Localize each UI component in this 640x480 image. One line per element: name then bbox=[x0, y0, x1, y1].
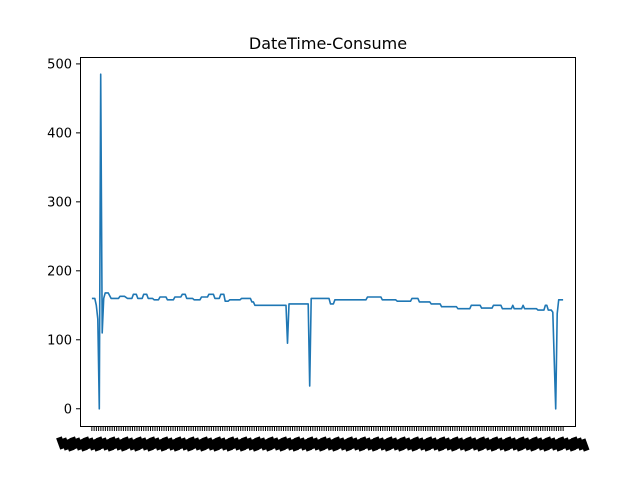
x-tick-label bbox=[64, 438, 75, 452]
y-tick-label: 0 bbox=[64, 402, 72, 417]
x-tick-label bbox=[421, 438, 432, 452]
x-tick-label bbox=[487, 438, 498, 452]
x-tick-label bbox=[315, 438, 326, 452]
x-tick-label bbox=[566, 438, 577, 452]
x-tick-label bbox=[78, 438, 88, 452]
x-tick-label bbox=[408, 438, 418, 452]
x-tick-label bbox=[460, 438, 471, 452]
x-tick-label bbox=[91, 438, 102, 452]
x-tick-label bbox=[540, 438, 550, 452]
x-tick-label bbox=[394, 438, 405, 452]
y-tick-label: 200 bbox=[47, 264, 72, 279]
chart-title: DateTime-Consume bbox=[249, 34, 407, 53]
x-tick-label bbox=[342, 438, 352, 452]
x-tick-label bbox=[434, 438, 445, 452]
x-tick-label bbox=[381, 438, 392, 452]
x-tick-label bbox=[289, 438, 300, 452]
x-tick-label bbox=[157, 438, 168, 452]
y-tick-label: 100 bbox=[47, 333, 72, 348]
x-tick-label bbox=[236, 438, 247, 452]
axes-frame bbox=[80, 57, 576, 427]
x-tick-label bbox=[447, 438, 458, 452]
x-tick-label bbox=[328, 438, 339, 452]
x-tick-label bbox=[130, 438, 141, 452]
plot-area: 0 100 200 300 400 500 bbox=[47, 57, 590, 452]
y-tick-label: 300 bbox=[47, 195, 72, 210]
x-tick-label bbox=[368, 438, 379, 452]
y-tick-label: 400 bbox=[47, 126, 72, 141]
x-tick-label bbox=[183, 438, 194, 452]
x-tick-label bbox=[196, 438, 207, 452]
x-tick-label bbox=[170, 438, 181, 452]
y-axis: 0 100 200 300 400 500 bbox=[47, 57, 80, 417]
x-tick-label bbox=[144, 438, 154, 452]
x-tick-label bbox=[262, 438, 273, 452]
x-tick-label bbox=[474, 438, 484, 452]
x-tick-label bbox=[500, 438, 511, 452]
x-tick-label bbox=[104, 438, 115, 452]
x-tick-label bbox=[117, 438, 128, 452]
series-line bbox=[91, 73, 564, 410]
x-tick-label bbox=[249, 438, 260, 452]
x-tick-label bbox=[276, 438, 286, 452]
x-tick-label bbox=[355, 438, 366, 452]
x-tick-label bbox=[302, 438, 313, 452]
x-tick-label bbox=[513, 438, 524, 452]
x-tick-label bbox=[579, 438, 590, 452]
x-tick-label bbox=[223, 438, 234, 452]
x-tick-label bbox=[553, 438, 564, 452]
y-tick-label: 500 bbox=[47, 57, 72, 72]
x-tick-label bbox=[210, 438, 220, 452]
x-tick-label bbox=[526, 438, 537, 452]
